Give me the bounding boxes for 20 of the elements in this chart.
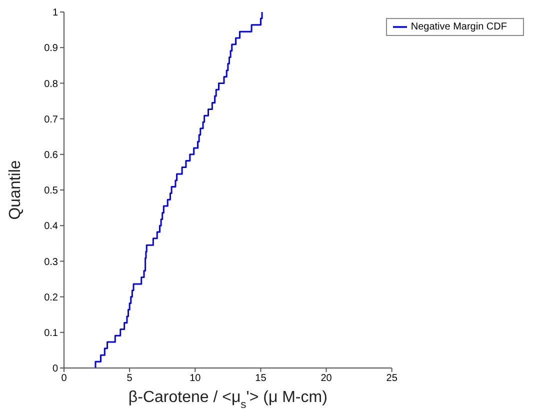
x-tick-label: 0	[61, 373, 68, 384]
y-tick-label: 0.9	[44, 43, 58, 54]
x-tick-label: 25	[386, 373, 398, 384]
y-tick-label: 0.5	[44, 186, 58, 197]
y-tick-label: 0.4	[44, 221, 58, 232]
y-tick-label: 0.3	[44, 256, 58, 268]
y-tick-label: 1	[52, 8, 58, 19]
y-tick-label: 0.7	[44, 114, 58, 126]
y-tick-label: 0.1	[44, 328, 58, 339]
x-axis-title: β-Carotene / <μ$_{s}$'> (μ M-cm)	[128, 389, 328, 409]
y-tick-label: 0.2	[44, 292, 58, 304]
x-tick-label: 10	[190, 373, 202, 384]
x-tick-label: 5	[126, 373, 133, 384]
y-tick-label: 0.8	[44, 78, 58, 90]
legend-label: Negative Margin CDF	[410, 22, 507, 33]
x-tick-label: 20	[320, 373, 332, 384]
y-axis-title: Quantile	[7, 160, 24, 220]
y-tick-label: 0	[52, 364, 58, 375]
x-tick-label: 15	[255, 373, 267, 384]
y-tick-label: 0.6	[44, 150, 58, 161]
